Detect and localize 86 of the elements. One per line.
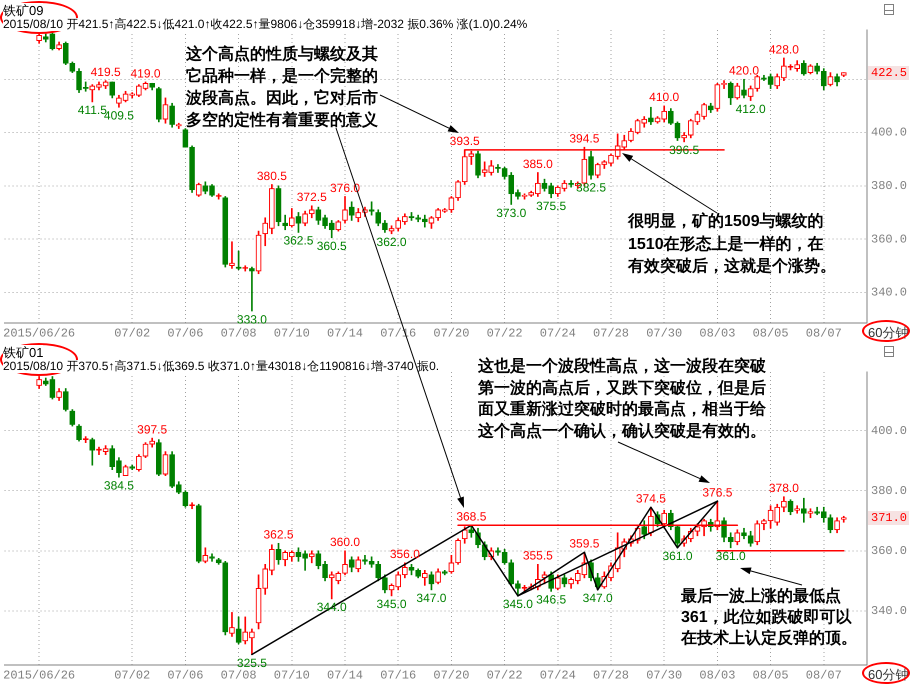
- x-tick-label: 07/14: [327, 668, 364, 682]
- text: 419.0: [130, 66, 161, 80]
- text: 375.5: [536, 199, 566, 214]
- text: 347.0: [416, 591, 446, 606]
- y-tick-label: 380.0: [871, 484, 908, 498]
- x-tick-label: 07/20: [433, 668, 470, 682]
- x-tick-label: 07/10: [274, 668, 310, 682]
- x-tick-label: 08/05: [752, 326, 789, 340]
- x-tick-label: 08/03: [699, 668, 736, 682]
- text: 333.0: [236, 312, 267, 326]
- text: 347.0: [582, 591, 613, 606]
- text: 382.5: [576, 180, 606, 194]
- text: 412.0: [736, 102, 766, 116]
- x-axis-title: 60分钟: [868, 325, 908, 340]
- y-tick-label: 360.0: [871, 232, 908, 246]
- text: 361.0: [662, 549, 692, 564]
- x-tick-label: 2015/06/26: [3, 668, 76, 682]
- x-tick-label: 07/16: [380, 668, 416, 682]
- x-tick-label: 07/06: [167, 668, 204, 682]
- annotation: 这也是一个波段性高点，这一波段在突破第一波的高点后，又跌下突破位，但是后面又重新涨过突破时的最高点，相当于给这个高点一个确认，确认突破是有效的。: [478, 356, 766, 442]
- text: 428.0: [768, 42, 799, 56]
- text: 378.0: [768, 481, 799, 496]
- text: 420.0: [728, 64, 759, 78]
- annotation: 这个高点的性质与螺纹及其它品种一样，是一个完整的波段高点。因此，它对后市多空的定性有着重要的意义: [186, 44, 378, 131]
- text: 385.0: [522, 156, 553, 171]
- text: 373.0: [496, 206, 526, 220]
- text: 394.5: [569, 132, 600, 146]
- x-tick-label: 08/07: [806, 668, 842, 682]
- x-tick-label: 08/05: [752, 668, 789, 682]
- text: 355.5: [522, 548, 553, 563]
- text: 384.5: [104, 478, 134, 492]
- chart-title: 铁矿09: [3, 3, 44, 18]
- x-axis-title: 60分钟: [868, 667, 908, 682]
- text: 410.0: [649, 90, 680, 104]
- x-tick-label: 08/03: [699, 326, 736, 340]
- chart-title: 铁矿01: [3, 345, 44, 360]
- text: 360.5: [316, 239, 347, 254]
- text: 380.5: [256, 168, 287, 183]
- text: 376.5: [702, 486, 732, 500]
- text: 374.5: [636, 492, 666, 506]
- y-tick-label: 340.0: [871, 604, 908, 618]
- x-tick-label: 07/28: [592, 668, 629, 682]
- x-tick-label: 07/10: [274, 326, 310, 340]
- y-tick-label: 360.0: [871, 544, 908, 558]
- text: 325.5: [236, 656, 267, 670]
- text: 362.5: [283, 234, 314, 248]
- annotation: 最后一波上涨的最低点361，此位如跌破即可以在技术上认定反弹的顶。: [681, 586, 857, 649]
- x-tick-label: 07/24: [540, 326, 576, 340]
- x-tick-label: 2015/06/26: [3, 326, 76, 340]
- text: 368.5: [456, 510, 486, 524]
- x-tick-label: 07/30: [646, 326, 682, 340]
- x-tick-label: 07/22: [486, 668, 523, 682]
- text: 362.0: [376, 235, 407, 250]
- text: 362.5: [263, 528, 294, 542]
- x-tick-label: 07/02: [114, 326, 150, 340]
- x-tick-label: 07/06: [167, 326, 204, 340]
- chart-subtitle: 2015/08/10 开421.5↑高422.5↓低421.0↑收422.5↑量9806↓仓359918↓增-2032 振0.36% 涨(1.0)0.24%: [3, 17, 528, 31]
- text: 397.5: [137, 422, 168, 436]
- y-tick-label: 340.0: [871, 286, 908, 300]
- annotation: 很明显，矿的1509与螺纹的1510在形态上是一样的，在有效突破后，这就是个涨势。: [628, 211, 836, 277]
- y-tick-label: 380.0: [871, 178, 908, 193]
- text: 360.0: [330, 535, 360, 550]
- x-tick-label: 07/22: [486, 326, 523, 340]
- x-tick-label: 07/28: [592, 326, 629, 340]
- x-tick-label: 07/02: [114, 668, 150, 682]
- x-tick-label: 07/24: [540, 668, 576, 682]
- y-tick-label: 400.0: [871, 126, 908, 140]
- text: 356.0: [390, 547, 420, 562]
- y-tick-label: 400.0: [871, 424, 908, 438]
- text: 372.5: [296, 190, 327, 204]
- text: 361.0: [716, 549, 746, 564]
- text: 359.5: [569, 536, 600, 551]
- text: 345.0: [502, 597, 533, 612]
- text: 345.0: [376, 597, 407, 612]
- x-tick-label: 08/07: [806, 326, 842, 340]
- text: 346.5: [536, 592, 566, 607]
- x-tick-label: 07/30: [646, 668, 682, 682]
- x-tick-label: 07/08: [220, 326, 257, 340]
- x-tick-label: 07/08: [220, 668, 257, 682]
- text: 371.0: [868, 510, 909, 524]
- text: 419.5: [90, 64, 121, 79]
- chart-subtitle: 2015/08/10 开370.5↑高371.5↓低369.5 收371.0↑量43018↓仓1190816↓增-3740 振0.: [3, 359, 440, 373]
- text: 393.5: [450, 134, 480, 148]
- x-tick-label: 07/20: [433, 326, 470, 340]
- x-tick-label: 07/14: [327, 326, 364, 340]
- text: 422.5: [868, 66, 909, 80]
